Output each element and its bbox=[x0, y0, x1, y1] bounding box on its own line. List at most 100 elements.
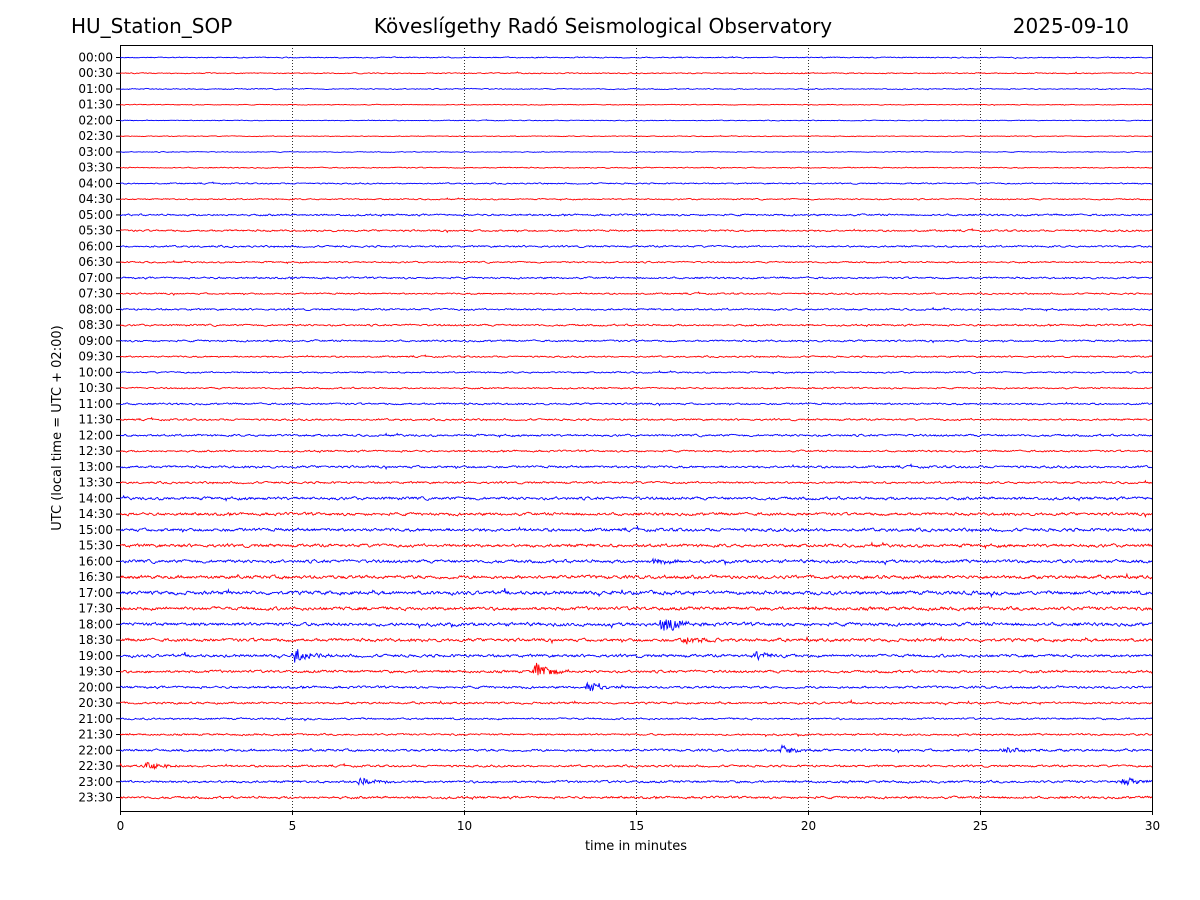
y-tick-label: 03:00 bbox=[78, 145, 113, 159]
y-tick-label: 17:30 bbox=[78, 602, 113, 616]
y-tick-label: 08:00 bbox=[78, 302, 113, 316]
date-title: 2025-09-10 bbox=[1012, 14, 1129, 38]
trace-2000 bbox=[119, 681, 1153, 692]
trace-0830 bbox=[119, 323, 1153, 328]
y-tick-label: 04:30 bbox=[78, 192, 113, 206]
observatory-title: Köveslígethy Radó Seismological Observat… bbox=[373, 14, 833, 38]
trace-0100 bbox=[119, 87, 1153, 91]
trace-1130 bbox=[119, 416, 1153, 422]
trace-1830 bbox=[119, 635, 1153, 645]
y-tick-label: 23:30 bbox=[78, 791, 113, 805]
y-tick-label: 22:00 bbox=[78, 743, 113, 757]
trace-2130 bbox=[119, 732, 1153, 738]
trace-1430 bbox=[119, 511, 1153, 519]
y-tick-label: 21:00 bbox=[78, 712, 113, 726]
y-tick-label: 14:00 bbox=[78, 491, 113, 505]
y-tick-label: 02:30 bbox=[78, 129, 113, 143]
y-tick-label: 19:00 bbox=[78, 649, 113, 663]
trace-2100 bbox=[119, 717, 1153, 722]
trace-0930 bbox=[119, 354, 1153, 359]
x-tick-label: 15 bbox=[629, 819, 644, 833]
y-axis-title: UTC (local time = UTC + 02:00) bbox=[50, 325, 65, 530]
trace-1500 bbox=[119, 525, 1153, 533]
y-tick-label: 10:00 bbox=[78, 365, 113, 379]
trace-0300 bbox=[119, 150, 1153, 154]
y-tick-label: 07:00 bbox=[78, 271, 113, 285]
y-tick-label: 03:30 bbox=[78, 161, 113, 175]
y-tick-label: 08:30 bbox=[78, 318, 113, 332]
x-tick-label: 5 bbox=[289, 819, 297, 833]
y-tick-label: 04:00 bbox=[78, 176, 113, 190]
y-tick-label: 15:00 bbox=[78, 523, 113, 537]
station-title: HU_Station_SOP bbox=[71, 14, 233, 38]
y-tick-label: 09:30 bbox=[78, 350, 113, 364]
trace-1300 bbox=[119, 463, 1153, 471]
x-tick-label: 30 bbox=[1145, 819, 1160, 833]
trace-0730 bbox=[119, 291, 1153, 296]
y-tick-label: 18:30 bbox=[78, 633, 113, 647]
trace-0230 bbox=[119, 134, 1153, 138]
trace-0130 bbox=[120, 103, 1153, 107]
x-axis-title: time in minutes bbox=[585, 839, 687, 854]
y-tick-label: 23:00 bbox=[78, 775, 113, 789]
y-tick-label: 11:00 bbox=[78, 397, 113, 411]
y-tick-label: 19:30 bbox=[78, 665, 113, 679]
y-tick-label: 22:30 bbox=[78, 759, 113, 773]
trace-0030 bbox=[119, 71, 1153, 75]
trace-1000 bbox=[119, 370, 1153, 375]
y-tick-label: 00:00 bbox=[78, 51, 113, 65]
trace-2230 bbox=[119, 761, 1153, 771]
y-tick-label: 02:00 bbox=[78, 113, 113, 127]
trace-0330 bbox=[119, 166, 1153, 170]
y-tick-label: 16:30 bbox=[78, 570, 113, 584]
y-tick-label: 20:30 bbox=[78, 696, 113, 710]
x-ticks: 0 5 10 15 20 25 30 bbox=[117, 811, 1160, 833]
trace-2030 bbox=[119, 698, 1153, 706]
y-tick-label: 01:00 bbox=[78, 82, 113, 96]
y-tick-label: 05:30 bbox=[78, 224, 113, 238]
y-tick-label: 06:00 bbox=[78, 239, 113, 253]
trace-0000 bbox=[119, 55, 1152, 60]
y-tick-label: 11:30 bbox=[78, 413, 113, 427]
trace-1400 bbox=[119, 494, 1153, 502]
y-tick-label: 14:30 bbox=[78, 507, 113, 521]
trace-0600 bbox=[119, 244, 1153, 249]
x-tick-label: 0 bbox=[117, 819, 125, 833]
x-tick-label: 25 bbox=[973, 819, 988, 833]
y-tick-label: 16:00 bbox=[78, 554, 113, 568]
trace-1800 bbox=[119, 619, 1153, 632]
y-tick-label: 18:00 bbox=[78, 617, 113, 631]
y-tick-label: 05:00 bbox=[78, 208, 113, 222]
trace-0400 bbox=[119, 181, 1153, 185]
y-tick-label: 12:00 bbox=[78, 428, 113, 442]
y-tick-label: 09:00 bbox=[78, 334, 113, 348]
trace-1630 bbox=[119, 572, 1153, 580]
trace-1100 bbox=[120, 401, 1153, 407]
trace-0430 bbox=[119, 197, 1153, 201]
y-tick-label: 13:30 bbox=[78, 476, 113, 490]
y-tick-label: 15:30 bbox=[78, 539, 113, 553]
y-tick-label: 10:30 bbox=[78, 381, 113, 395]
x-tick-label: 20 bbox=[801, 819, 816, 833]
trace-1600 bbox=[119, 557, 1153, 567]
x-tick-label: 10 bbox=[457, 819, 472, 833]
trace-0700 bbox=[119, 276, 1153, 280]
y-tick-label: 01:30 bbox=[78, 98, 113, 112]
y-tick-label: 07:30 bbox=[78, 287, 113, 301]
trace-0800 bbox=[119, 306, 1153, 312]
trace-2330 bbox=[119, 795, 1153, 801]
trace-0900 bbox=[119, 339, 1153, 344]
trace-1700 bbox=[119, 588, 1153, 599]
trace-1330 bbox=[119, 479, 1153, 485]
y-tick-label: 21:30 bbox=[78, 728, 113, 742]
y-tick-label: 13:00 bbox=[78, 460, 113, 474]
trace-1900 bbox=[119, 649, 1153, 663]
y-tick-label: 06:30 bbox=[78, 255, 113, 269]
traces bbox=[119, 55, 1153, 801]
trace-2300 bbox=[119, 776, 1153, 787]
trace-0530 bbox=[119, 227, 1153, 234]
grid-lines bbox=[292, 45, 981, 811]
